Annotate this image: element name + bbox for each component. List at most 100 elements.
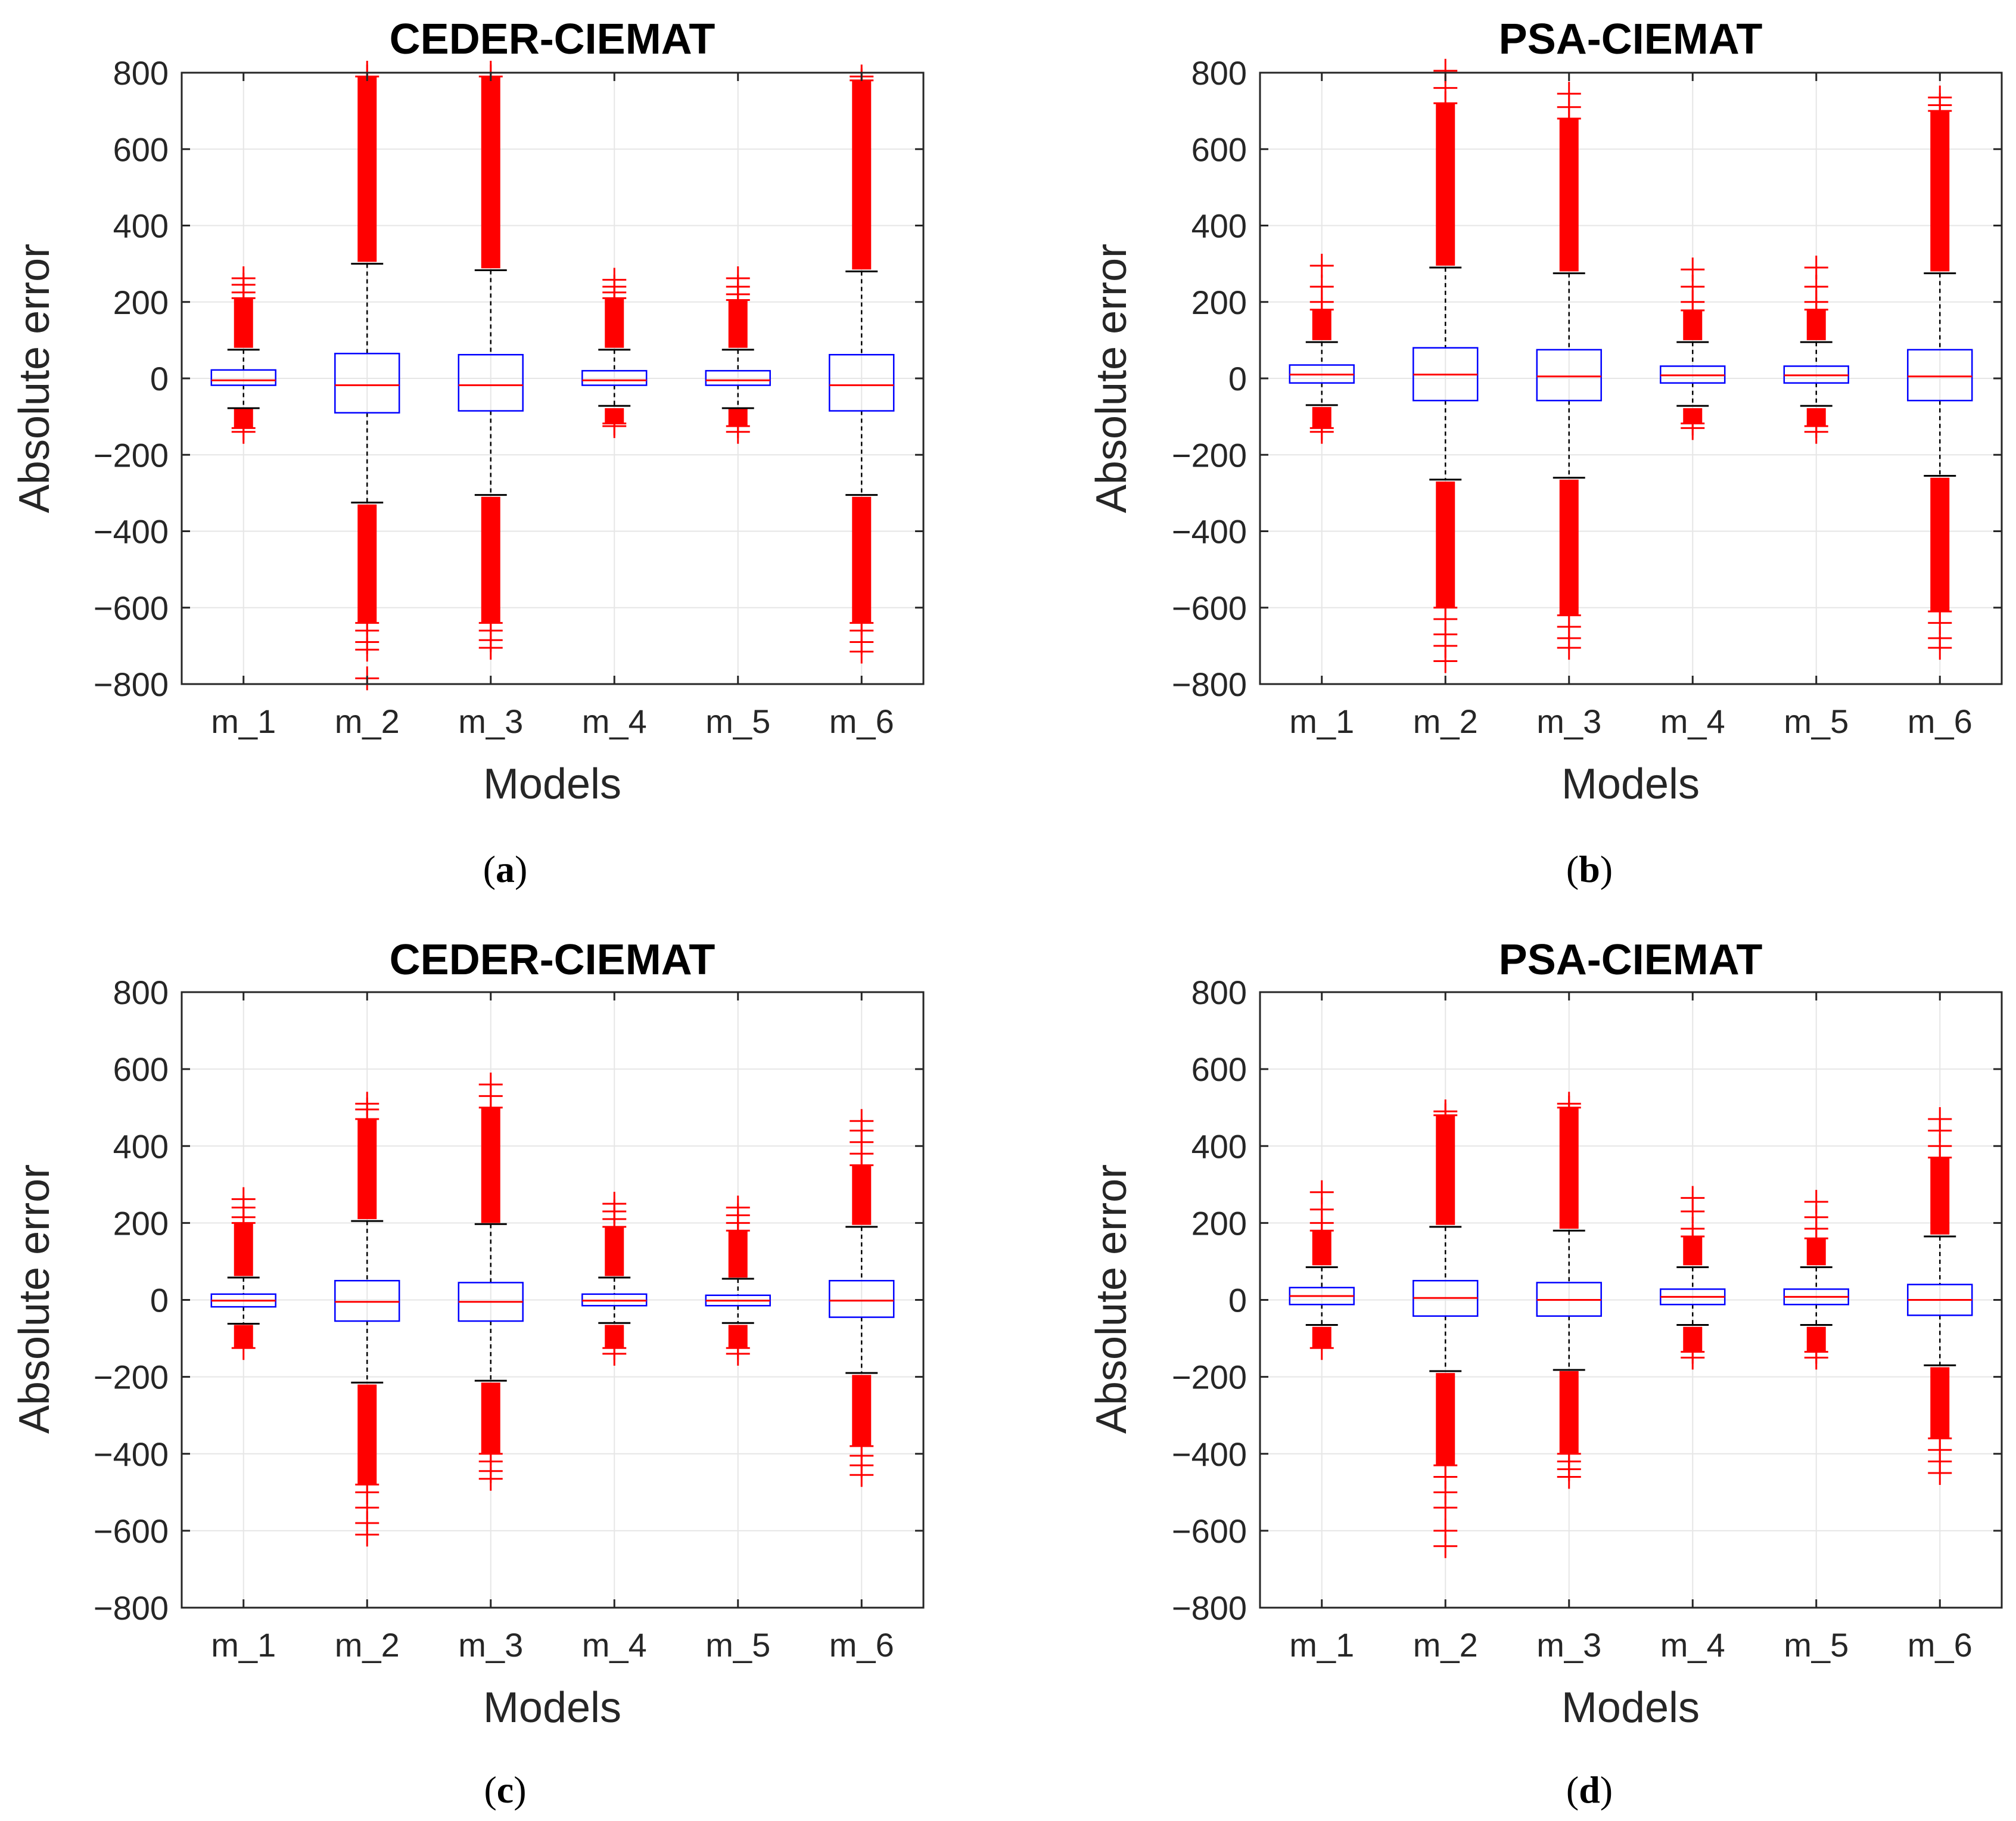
iqr-box xyxy=(1536,349,1602,402)
outliers-low xyxy=(357,1384,377,1485)
y-tick-label: −600 xyxy=(1172,1512,1247,1550)
box-m_5 xyxy=(1783,1189,1849,1370)
box-m_2 xyxy=(334,61,400,691)
panel-a: 800 600 400 200 0 −200 −400 −600 −800 m_1 m_2 m_3 m_… xyxy=(11,15,925,890)
outlier-point xyxy=(1681,1186,1705,1210)
panel-b: 800 600 400 200 0 −200 −400 −600 −800 m_1 m_2 m_3 m_… xyxy=(1088,15,2003,890)
panel-c-sublabel-letter: c xyxy=(497,1769,514,1811)
panel-d-title: PSA-CIEMAT xyxy=(1499,936,1763,984)
outliers-high xyxy=(1436,1115,1455,1225)
outlier-point xyxy=(850,1109,874,1133)
outlier-point xyxy=(1928,636,1952,660)
outlier-point xyxy=(1557,82,1581,106)
y-tick-label: −200 xyxy=(94,436,169,474)
x-tick-label: m_3 xyxy=(1536,703,1601,740)
outlier-point xyxy=(478,1072,503,1096)
outliers-low-end xyxy=(1309,1336,1334,1360)
y-tick-label: 200 xyxy=(1191,1204,1247,1242)
box-m_5 xyxy=(1783,256,1849,444)
x-tick-label: m_2 xyxy=(1413,1626,1478,1664)
panel-a-sublabel-letter: a xyxy=(496,848,515,890)
outlier-point xyxy=(1433,649,1458,673)
y-tick-label: −200 xyxy=(1172,436,1247,474)
outliers-high xyxy=(1930,1157,1950,1235)
outlier-point xyxy=(1309,275,1334,299)
outlier-point xyxy=(1804,419,1828,444)
outlier-point xyxy=(1309,419,1334,444)
x-tick-label: m_6 xyxy=(1908,703,1973,740)
x-tick-label: m_6 xyxy=(829,1626,894,1664)
x-tick-label: m_2 xyxy=(335,703,400,740)
box-m_2 xyxy=(334,1092,400,1547)
x-tick-label: m_2 xyxy=(335,1626,400,1664)
panel-c-ylabel: Absolute error xyxy=(11,1164,58,1434)
box-m_4 xyxy=(1660,1186,1726,1370)
panel-b-title: PSA-CIEMAT xyxy=(1499,15,1763,63)
outlier-point xyxy=(1681,257,1705,282)
outliers-high xyxy=(1436,103,1455,266)
x-tick-label: m_3 xyxy=(458,1626,523,1664)
outliers-low xyxy=(1930,477,1950,612)
panel-a-ylabel: Absolute error xyxy=(11,244,58,513)
panel-a-title: CEDER-CIEMAT xyxy=(390,15,715,63)
panel-c-sublabel: (c) xyxy=(484,1769,526,1811)
outlier-point xyxy=(478,1466,503,1491)
outlier-point xyxy=(231,419,256,444)
outlier-point xyxy=(1557,636,1581,660)
panel-c-title: CEDER-CIEMAT xyxy=(390,936,715,984)
box-m_1 xyxy=(1289,253,1355,444)
box-m_1 xyxy=(210,1187,276,1360)
y-tick-label: −400 xyxy=(94,1435,169,1473)
outlier-point xyxy=(602,1192,627,1216)
y-tick-label: 800 xyxy=(1191,54,1247,92)
iqr-box xyxy=(829,1279,895,1318)
y-tick-label: −400 xyxy=(94,513,169,551)
y-tick-label: 400 xyxy=(1191,207,1247,245)
outlier-point xyxy=(726,266,750,290)
y-tick-label: 400 xyxy=(113,207,169,245)
outlier-point xyxy=(1557,1092,1581,1116)
y-tick-label: 200 xyxy=(113,284,169,321)
outlier-point xyxy=(1928,1107,1952,1132)
y-tick-label: 800 xyxy=(113,974,169,1011)
y-tick-label: −200 xyxy=(1172,1359,1247,1396)
box-m_6 xyxy=(1907,85,1973,660)
box-m_5 xyxy=(705,266,771,444)
iqr-box xyxy=(458,353,524,412)
y-tick-label: 600 xyxy=(1191,130,1247,168)
outliers-high xyxy=(357,76,377,262)
outliers-high xyxy=(1930,111,1950,272)
outlier-point xyxy=(1433,1496,1458,1520)
panel-c-plot: 800 600 400 200 0 −200 −400 −600 −800 m_1 m_2 m_3 m_… xyxy=(94,974,925,1664)
outliers-high xyxy=(481,76,500,269)
y-tick-label: 0 xyxy=(1228,1282,1247,1319)
box-m_3 xyxy=(1536,82,1602,660)
y-tick-label: −600 xyxy=(94,589,169,627)
box-m_4 xyxy=(581,1192,648,1366)
box-m_4 xyxy=(1660,257,1726,440)
box-m_3 xyxy=(1536,1092,1602,1489)
panel-d-sublabel-letter: d xyxy=(1579,1769,1600,1811)
outlier-point xyxy=(1433,1534,1458,1558)
outlier-point xyxy=(602,414,627,439)
iqr-box xyxy=(334,353,400,414)
panel-d-xlabel: Models xyxy=(1561,1684,1700,1732)
box-m_6 xyxy=(1907,1107,1973,1486)
iqr-box xyxy=(210,369,276,386)
outliers-low xyxy=(1559,479,1579,616)
panel-b-xlabel: Models xyxy=(1561,760,1700,808)
outlier-point xyxy=(1804,1345,1828,1370)
outliers-low xyxy=(1559,1371,1579,1454)
y-tick-label: 800 xyxy=(113,54,169,92)
x-tick-label: m_6 xyxy=(1908,1626,1973,1664)
y-tick-label: 600 xyxy=(113,1051,169,1088)
outlier-point xyxy=(726,419,750,444)
panel-a-sublabel: (a) xyxy=(483,848,528,890)
y-tick-label: −600 xyxy=(1172,589,1247,627)
y-tick-label: 200 xyxy=(113,1204,169,1242)
outliers-high xyxy=(357,1119,377,1219)
y-tick-label: −800 xyxy=(1172,666,1247,703)
outliers-high xyxy=(481,1107,500,1223)
outlier-point xyxy=(1681,1345,1705,1370)
x-tick-label: m_1 xyxy=(211,1626,276,1664)
